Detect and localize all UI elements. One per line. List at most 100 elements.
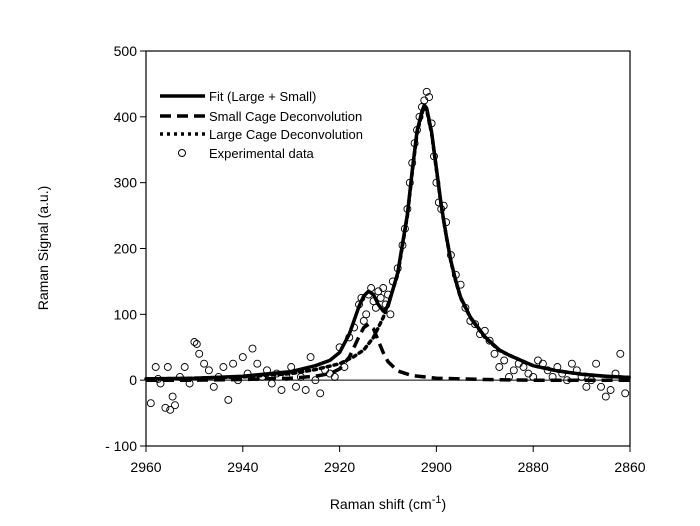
experimental-point xyxy=(292,382,300,391)
experimental-point xyxy=(367,284,376,292)
experimental-point xyxy=(258,372,267,381)
experimental-point xyxy=(606,386,615,394)
x-tick-label: 2960 xyxy=(130,459,161,475)
experimental-point xyxy=(350,323,359,332)
experimental-point xyxy=(224,395,233,404)
experimental-point xyxy=(451,270,460,279)
x-axis-title-close: ) xyxy=(442,496,447,512)
experimental-point xyxy=(219,363,228,371)
experimental-point xyxy=(204,366,213,375)
experimental-point xyxy=(272,369,281,378)
experimental-point xyxy=(376,293,385,302)
experimental-point xyxy=(381,300,390,309)
experimental-point xyxy=(330,372,339,381)
y-tick-label: - 100 xyxy=(105,438,137,454)
experimental-point xyxy=(340,363,349,371)
experimental-point xyxy=(558,369,567,378)
experimental-point xyxy=(471,320,480,329)
experimental-point xyxy=(592,359,601,368)
experimental-point xyxy=(195,349,204,358)
experimental-point xyxy=(398,241,407,250)
y-tick-label: 500 xyxy=(114,43,138,59)
experimental-point xyxy=(171,401,179,410)
experimental-point xyxy=(456,280,465,289)
experimental-point xyxy=(248,344,257,353)
experimental-point xyxy=(519,363,528,371)
y-tick-label: 300 xyxy=(114,175,138,191)
experimental-point xyxy=(490,349,499,358)
experimental-point xyxy=(229,359,238,368)
experimental-point xyxy=(146,399,155,408)
experimental-point xyxy=(306,353,315,362)
experimental-point xyxy=(238,353,247,362)
experimental-point xyxy=(509,366,518,375)
experimental-point xyxy=(151,363,160,371)
legend-label-small-cage: Small Cage Deconvolution xyxy=(209,109,362,124)
experimental-point xyxy=(277,386,286,394)
experimental-point xyxy=(425,93,434,102)
experimental-point xyxy=(185,379,194,388)
experimental-point xyxy=(410,139,419,148)
y-tick-label: 400 xyxy=(114,109,138,125)
experimental-point xyxy=(567,359,576,368)
experimental-point xyxy=(209,382,218,391)
experimental-point xyxy=(234,376,242,385)
legend-label-large-cage: Large Cage Deconvolution xyxy=(209,127,363,142)
series-line-fit-large-small xyxy=(145,103,631,381)
experimental-point xyxy=(432,178,441,187)
experimental-point xyxy=(442,218,451,227)
experimental-point xyxy=(243,369,252,378)
experimental-point xyxy=(553,363,562,371)
experimental-point xyxy=(166,405,175,414)
experimental-point xyxy=(601,392,610,401)
experimental-point xyxy=(311,376,320,385)
x-axis-ticks: 2960 2940 2920 2900 2880 2860 xyxy=(130,446,646,475)
experimental-point xyxy=(301,386,310,394)
series-line-small-cage-deconvolution xyxy=(146,322,630,382)
experimental-point xyxy=(357,293,366,302)
experimental-point xyxy=(430,152,438,161)
experimental-point xyxy=(163,363,172,371)
experimental-point xyxy=(505,372,513,381)
x-axis-title-main: Raman shift (cm xyxy=(330,496,432,512)
x-axis-title: Raman shift (cm-1) xyxy=(330,494,446,512)
legend-label-experimental: Experimental data xyxy=(209,146,315,161)
experimental-point xyxy=(563,376,572,385)
experimental-point xyxy=(495,363,504,371)
experimental-point xyxy=(621,389,630,398)
experimental-point xyxy=(362,310,371,319)
experimental-markers xyxy=(146,87,630,414)
experimental-point xyxy=(439,201,448,210)
experimental-point xyxy=(393,264,402,273)
experimental-point xyxy=(386,310,395,319)
experimental-point xyxy=(413,126,421,134)
experimental-point xyxy=(161,403,170,412)
experimental-point xyxy=(200,359,209,368)
experimental-point xyxy=(538,359,547,368)
experimental-point xyxy=(316,389,325,398)
series-group xyxy=(144,103,632,382)
experimental-point xyxy=(405,178,414,187)
experimental-point xyxy=(582,382,591,391)
x-tick-label: 2900 xyxy=(421,459,452,475)
x-tick-label: 2940 xyxy=(227,459,258,475)
experimental-point xyxy=(543,366,552,375)
legend: Fit (Large + Small) Small Cage Deconvolu… xyxy=(160,89,363,161)
experimental-point xyxy=(214,372,223,381)
experimental-point xyxy=(335,343,344,352)
experimental-point xyxy=(529,372,538,381)
legend-label-fit: Fit (Large + Small) xyxy=(209,89,316,104)
experimental-point xyxy=(168,392,177,401)
experimental-point xyxy=(408,158,417,167)
experimental-point xyxy=(253,359,262,368)
experimental-point xyxy=(345,333,354,342)
experimental-point xyxy=(371,303,380,312)
experimental-point xyxy=(287,363,296,371)
experimental-point xyxy=(263,366,271,375)
x-tick-label: 2920 xyxy=(324,459,355,475)
experimental-point xyxy=(461,303,470,312)
experimental-point xyxy=(267,379,276,388)
experimental-point xyxy=(175,372,184,381)
